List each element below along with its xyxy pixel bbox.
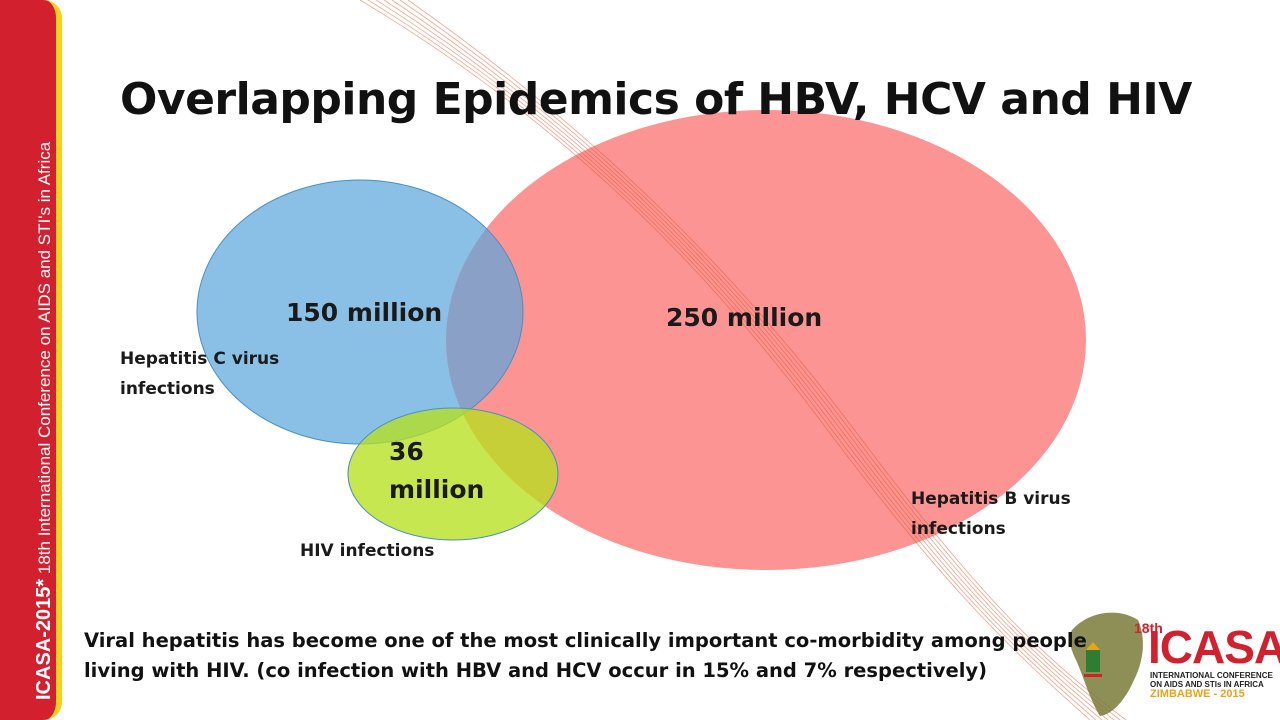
hbv-circle (446, 110, 1086, 570)
hiv-value: 36 million (389, 433, 484, 509)
logo-superscript: 18th (1134, 620, 1163, 636)
hiv-circle (347, 407, 559, 541)
page-title: Overlapping Epidemics of HBV, HCV and HI… (120, 74, 1192, 125)
hbv-label-line1: Hepatitis B virus (911, 489, 1071, 509)
hcv-value: 150 million (286, 298, 443, 327)
hcv-label-line2: infections (120, 379, 215, 399)
hbv-label: Hepatitis B virus infections (911, 484, 1071, 544)
decorative-swoosh (359, 0, 1127, 720)
hcv-label-line1: Hepatitis C virus (120, 349, 280, 369)
hcv-label: Hepatitis C virus infections (120, 344, 279, 404)
hbv-value: 250 million (666, 303, 823, 332)
hiv-value-line1: 36 (389, 437, 424, 466)
conference-sidebar: ICASA-2015* 18th International Conferenc… (0, 0, 62, 720)
logo-country: ZIMBABWE - 2015 (1150, 688, 1245, 700)
hbv-label-line2: infections (911, 519, 1006, 539)
caption-text: Viral hepatitis has become one of the mo… (84, 629, 1087, 682)
logo-name: ICASA (1148, 621, 1280, 673)
logo-subtitle: INTERNATIONAL CONFERENCE ON AIDS AND STI… (1150, 671, 1273, 689)
icasa-logo (1069, 612, 1143, 716)
hiv-label: HIV infections (300, 541, 435, 561)
hiv-value-line2: million (389, 475, 485, 504)
